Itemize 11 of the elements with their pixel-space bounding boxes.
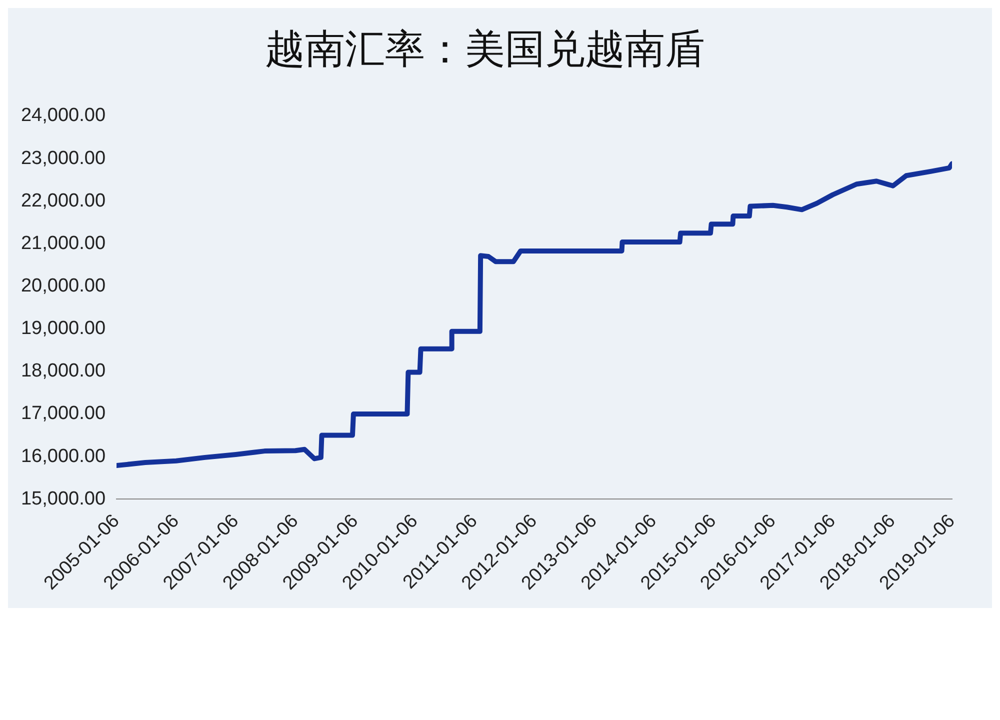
- y-tick-label: 16,000.00: [20, 446, 106, 467]
- y-tick-label: 15,000.00: [20, 488, 106, 510]
- y-tick-label: 17,000.00: [20, 403, 106, 424]
- y-tick-label: 22,000.00: [20, 190, 106, 212]
- y-tick-label: 23,000.00: [20, 148, 106, 169]
- y-tick-label: 21,000.00: [20, 232, 106, 254]
- chart-title: 越南汇率：美国兑越南盾: [265, 26, 705, 72]
- y-tick-label: 24,000.00: [20, 105, 106, 126]
- y-tick-label: 20,000.00: [20, 276, 106, 297]
- y-tick-label: 19,000.00: [20, 318, 106, 340]
- y-tick-label: 18,000.00: [20, 360, 106, 382]
